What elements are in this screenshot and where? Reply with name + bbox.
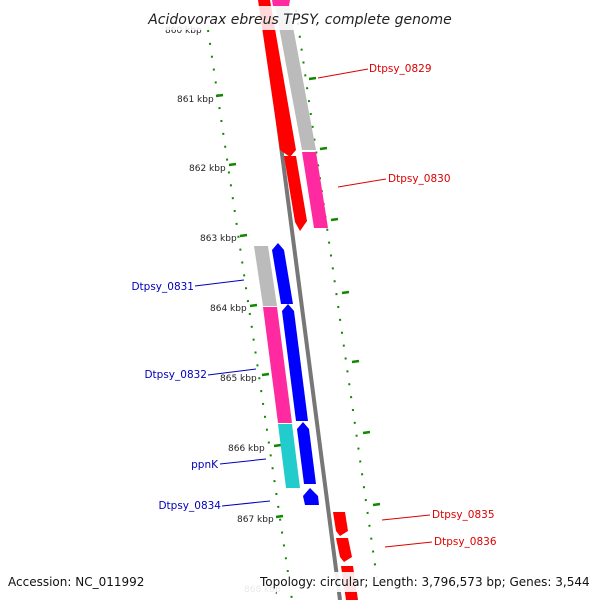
connector-ppnk [219,458,267,465]
gene-label-dtpsy-0832[interactable]: Dtpsy_0832 [144,369,207,381]
gene-label-dtpsy-0830[interactable]: Dtpsy_0830 [388,173,451,185]
connector-dtpsy-0829 [317,68,369,79]
tick-label: 866 kbp [228,444,265,454]
connector-dtpsy-0835 [381,514,431,521]
gene-dtpsy-0835-cds[interactable] [333,512,348,536]
gene-label-dtpsy-0831[interactable]: Dtpsy_0831 [131,281,194,293]
gene-dtpsy-0834-cds[interactable] [303,488,319,505]
gene-ppnk-cds[interactable] [297,422,316,484]
tick-label: 863 kbp [200,234,237,244]
gene-dtpsy-0828-cog[interactable] [272,0,290,6]
gene-ppnk-cog[interactable] [278,424,300,488]
tick-label: 865 kbp [220,374,257,384]
gene-dtpsy-0832-cds[interactable] [282,304,308,421]
genome-summary-text: Topology: circular; Length: 3,796,573 bp… [259,575,590,589]
connector-dtpsy-0832 [207,368,257,376]
gene-dtpsy-0829-cog[interactable] [274,0,316,150]
reverse-strand-genes [254,243,319,505]
connector-dtpsy-0836 [384,541,433,548]
genome-title: Acidovorax ebreus TPSY, complete genome [147,12,452,28]
gene-label-dtpsy-0836[interactable]: Dtpsy_0836 [434,536,497,548]
gc-dot-track-right [295,9,381,600]
connector-dtpsy-0834 [221,500,271,507]
gene-label-ppnk[interactable]: ppnK [191,459,219,471]
gene-label-dtpsy-0834[interactable]: Dtpsy_0834 [158,500,221,512]
gene-label-dtpsy-0835[interactable]: Dtpsy_0835 [432,509,495,521]
tick-label: 867 kbp [237,515,274,525]
gene-dtpsy-0831-cds[interactable] [272,243,293,304]
connector-dtpsy-0831 [194,279,245,287]
title-background [140,6,458,30]
gene-dtpsy-0831-cog[interactable] [254,246,277,306]
gene-labels-right: Dtpsy_0829 Dtpsy_0830 Dtpsy_0835 Dtpsy_0… [369,63,497,548]
gene-dtpsy-0830-cog[interactable] [302,152,328,228]
gene-dtpsy-0832-cog[interactable] [263,307,292,423]
gene-labels-left: Dtpsy_0831 Dtpsy_0832 ppnK Dtpsy_0834 [131,281,221,512]
tick-label: 862 kbp [189,164,226,174]
tick-label: 864 kbp [210,304,247,314]
accession-text: Accession: NC_011992 [8,575,144,589]
label-connectors [194,68,433,548]
gene-label-dtpsy-0829[interactable]: Dtpsy_0829 [369,63,432,75]
gene-dtpsy-0829-cds[interactable] [258,0,296,157]
gene-dtpsy-0830-cds[interactable] [284,156,307,231]
connector-dtpsy-0830 [337,178,387,188]
tick-label: 861 kbp [177,95,214,105]
gc-dash-marks [215,76,381,519]
gene-dtpsy-0836-cds[interactable] [336,538,352,562]
tick-label: 860 kbp [165,26,202,36]
footer-background [0,572,600,592]
